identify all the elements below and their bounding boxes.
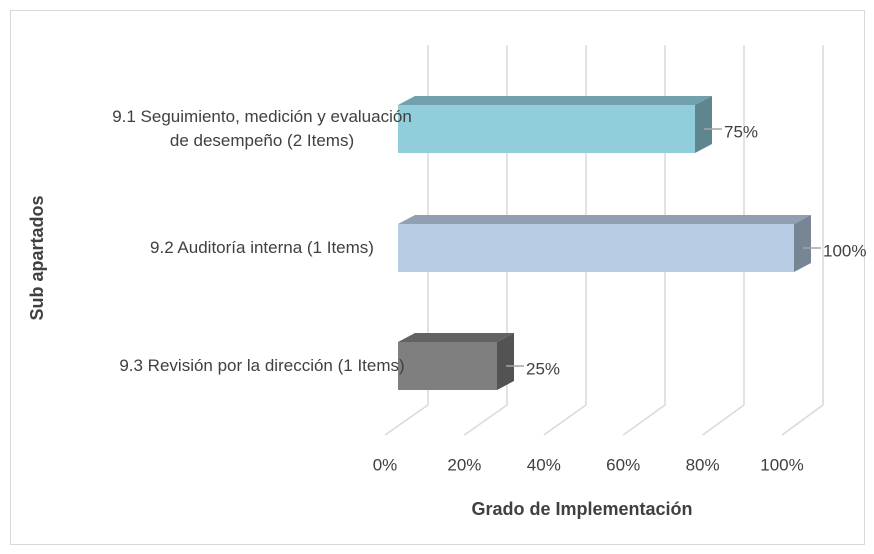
bar-side — [497, 333, 514, 390]
x-tick-label: 0% — [373, 455, 398, 474]
x-tick-label: 80% — [686, 455, 720, 474]
bar-top — [398, 333, 514, 342]
bar-top — [398, 96, 712, 105]
x-tick-label: 20% — [447, 455, 481, 474]
grid-line — [384, 45, 429, 436]
x-tick-label: 60% — [606, 455, 640, 474]
y-axis-title: Sub apartados — [27, 195, 47, 320]
x-tick-label: 100% — [760, 455, 803, 474]
bar-side — [695, 96, 712, 153]
grid-line — [543, 45, 587, 436]
category-label: 9.1 Seguimiento, medición y evaluación d… — [112, 107, 412, 150]
bar-top — [398, 215, 811, 224]
category-label: 9.2 Auditoría interna (1 Items) — [150, 238, 374, 257]
category-label: 9.3 Revisión por la dirección (1 Items) — [119, 356, 405, 375]
x-axis-title: Grado de Implementación — [471, 499, 692, 519]
value-label: 75% — [724, 122, 758, 141]
bar — [398, 224, 794, 272]
value-label: 25% — [526, 359, 560, 378]
grid-line — [622, 45, 666, 436]
bar — [398, 105, 695, 153]
chart-border — [10, 10, 865, 545]
x-tick-label: 40% — [527, 455, 561, 474]
grid-line — [702, 45, 745, 436]
grid-line — [463, 45, 508, 436]
value-label: 100% — [823, 241, 866, 260]
bar — [398, 342, 497, 390]
bar-side — [794, 215, 811, 272]
grid-line — [781, 45, 824, 436]
